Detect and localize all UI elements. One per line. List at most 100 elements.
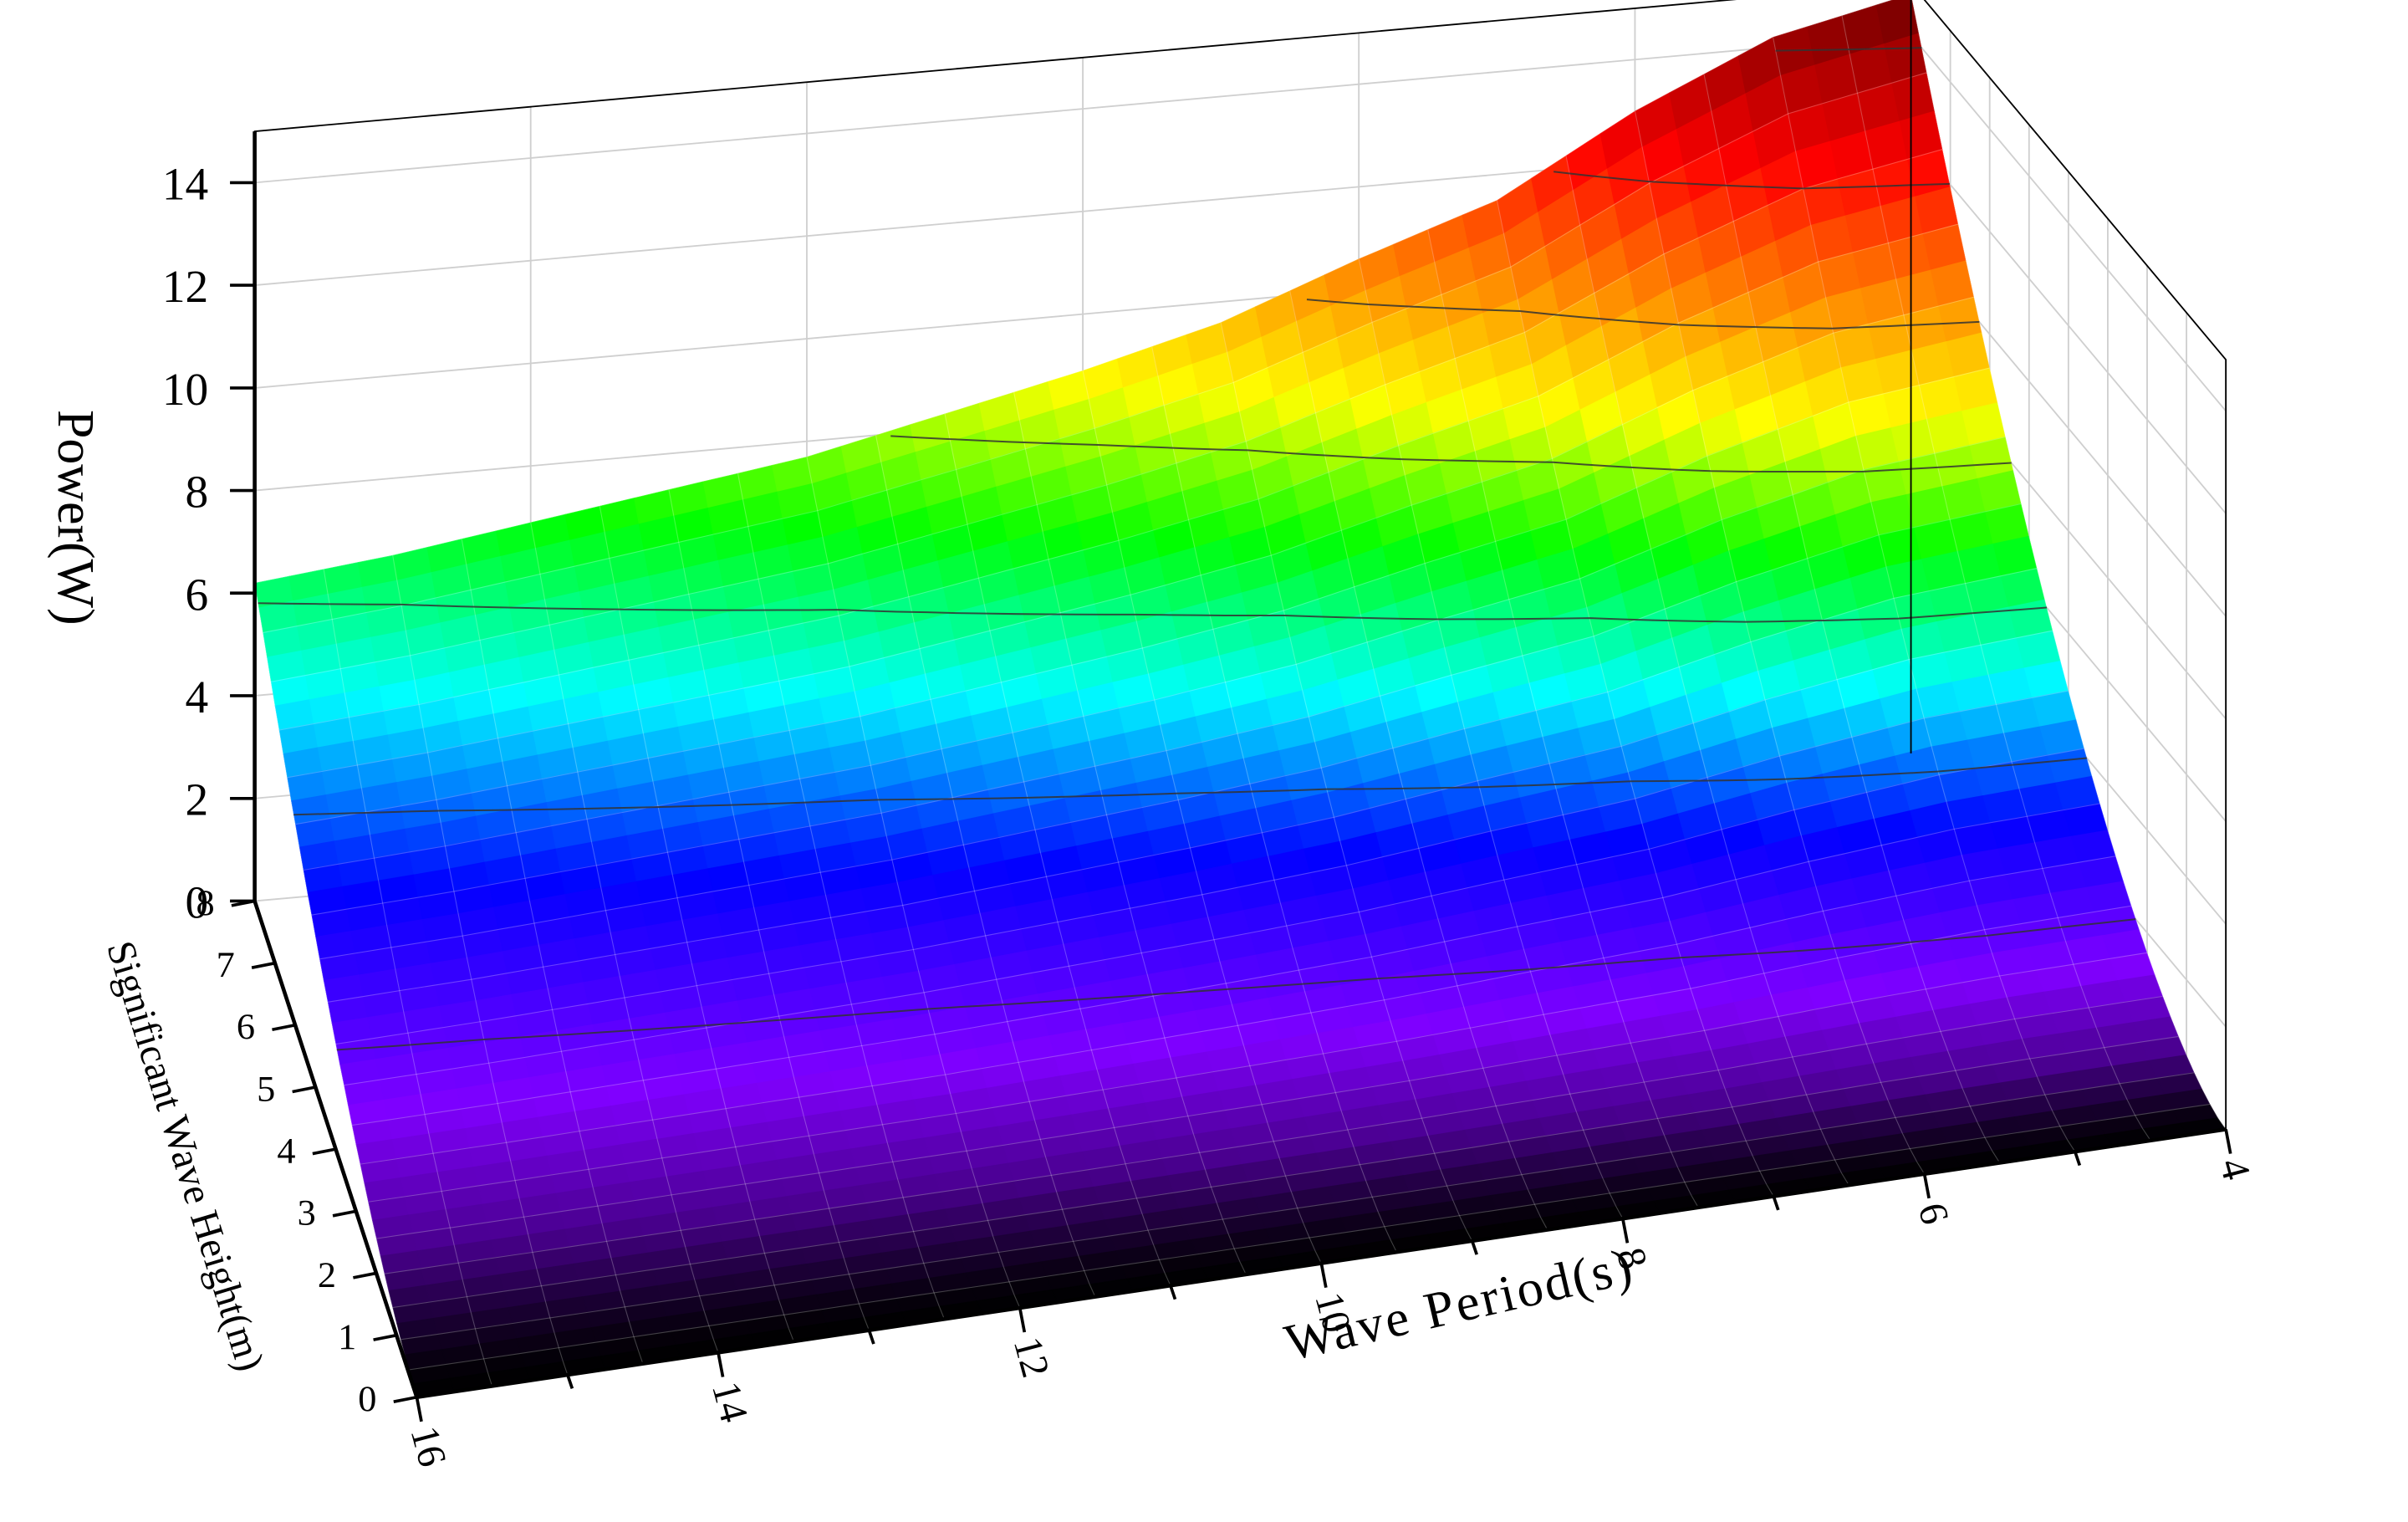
mesh-line — [1496, 200, 1774, 1197]
z-tick-label: 0 — [186, 877, 209, 928]
contour-2 — [336, 918, 2136, 1051]
y-tick — [231, 899, 255, 907]
mesh-line — [875, 435, 1096, 1297]
x-minor-tick — [1772, 1195, 1780, 1211]
mesh-line — [376, 952, 2148, 1239]
mesh-line — [351, 803, 2100, 1126]
y-tick — [353, 1271, 377, 1279]
mesh-line — [1289, 290, 1548, 1230]
mesh-line — [737, 472, 945, 1320]
y-tick — [312, 1147, 336, 1156]
contour-12 — [1553, 171, 1950, 190]
y-tick-label: 8 — [196, 882, 214, 923]
mesh-line — [1013, 391, 1247, 1275]
y-tick — [373, 1333, 397, 1341]
x-tick-label: 16 — [401, 1422, 454, 1471]
mesh-line — [1703, 74, 2001, 1163]
y-tick — [272, 1023, 296, 1032]
mesh-line — [303, 436, 2006, 871]
x-minor-tick — [867, 1330, 875, 1345]
mesh-line — [1358, 258, 1624, 1219]
mesh-line — [1841, 15, 2151, 1142]
mesh-line — [461, 539, 644, 1364]
x-tick-label: 12 — [1005, 1332, 1058, 1382]
mesh-line — [392, 1035, 2179, 1309]
mesh-line — [806, 457, 1021, 1309]
y-tick-label: 6 — [237, 1006, 255, 1047]
y-tick-label: 0 — [358, 1378, 376, 1419]
mesh-line — [278, 223, 1959, 731]
z-tick-label: 6 — [186, 569, 209, 621]
mesh-line — [530, 522, 719, 1353]
mesh-line — [319, 568, 2038, 960]
x-tick-label: 6 — [1910, 1198, 1957, 1228]
y-tick-label: 4 — [277, 1131, 295, 1172]
mesh-line — [263, 72, 1927, 634]
mesh-line — [311, 503, 2022, 916]
mesh-line — [360, 855, 2116, 1165]
z-tick-label: 12 — [162, 261, 208, 312]
y-axis-label: Significant Wave Height(m) — [98, 937, 272, 1376]
contour-4 — [293, 757, 2087, 816]
x-tick — [1621, 1218, 1630, 1244]
mesh-line — [1151, 346, 1397, 1253]
x-minor-tick — [1470, 1240, 1478, 1255]
y-tick — [393, 1395, 417, 1404]
mesh-line — [1427, 229, 1699, 1208]
x-tick — [717, 1352, 725, 1377]
y-tick-label: 2 — [318, 1254, 336, 1295]
x-tick — [1018, 1307, 1027, 1333]
y-tick — [292, 1085, 316, 1094]
surface — [254, 0, 2227, 1397]
mesh-line — [400, 1072, 2195, 1341]
mesh-line — [368, 905, 2132, 1203]
z-tick-label: 4 — [186, 672, 209, 723]
x-tick — [415, 1397, 423, 1422]
contour-14 — [1775, 47, 1922, 52]
x-minor-tick — [566, 1374, 574, 1389]
mesh-line — [323, 569, 493, 1387]
mesh-line — [335, 690, 2069, 1045]
mesh-line — [287, 296, 1975, 779]
y-tick-label: 3 — [298, 1193, 316, 1233]
contour-lines — [258, 47, 2136, 1051]
mesh-line — [1772, 37, 2076, 1152]
mesh-line — [1220, 322, 1473, 1242]
mesh-line — [270, 149, 1943, 682]
mesh-line — [408, 1103, 2211, 1371]
mesh-line — [599, 505, 794, 1342]
y-tick-label: 7 — [217, 944, 235, 985]
x-tick-label: 14 — [703, 1377, 756, 1427]
y-tick-label: 5 — [257, 1069, 275, 1110]
mesh-line — [344, 748, 2084, 1086]
x-tick — [1922, 1173, 1931, 1199]
z-tick-label: 14 — [162, 159, 208, 210]
z-tick-label: 8 — [186, 467, 209, 518]
x-tick-label: 4 — [2211, 1154, 2258, 1184]
x-minor-tick — [2074, 1151, 2082, 1167]
y-tick — [251, 961, 276, 969]
z-axis-label: Power(W) — [47, 410, 105, 626]
mesh-line — [668, 489, 870, 1330]
mesh-line — [327, 630, 2053, 1003]
mesh-line — [1082, 370, 1322, 1264]
z-tick-label: 10 — [162, 364, 208, 415]
y-tick — [332, 1209, 357, 1218]
mesh-line — [1565, 155, 1849, 1186]
contour-8 — [890, 435, 2012, 473]
mesh-line — [1634, 110, 1926, 1175]
x-tick — [2224, 1129, 2232, 1154]
mesh-line — [384, 995, 2163, 1274]
z-tick-label: 2 — [186, 774, 209, 825]
mesh-line — [944, 413, 1171, 1286]
contour-6 — [258, 602, 2048, 623]
contour-10 — [1306, 299, 1980, 329]
mesh-line — [295, 367, 1990, 825]
y-tick-label: 1 — [338, 1316, 356, 1357]
mesh-line — [392, 554, 569, 1376]
x-tick — [1319, 1263, 1328, 1289]
x-minor-tick — [1169, 1285, 1177, 1300]
